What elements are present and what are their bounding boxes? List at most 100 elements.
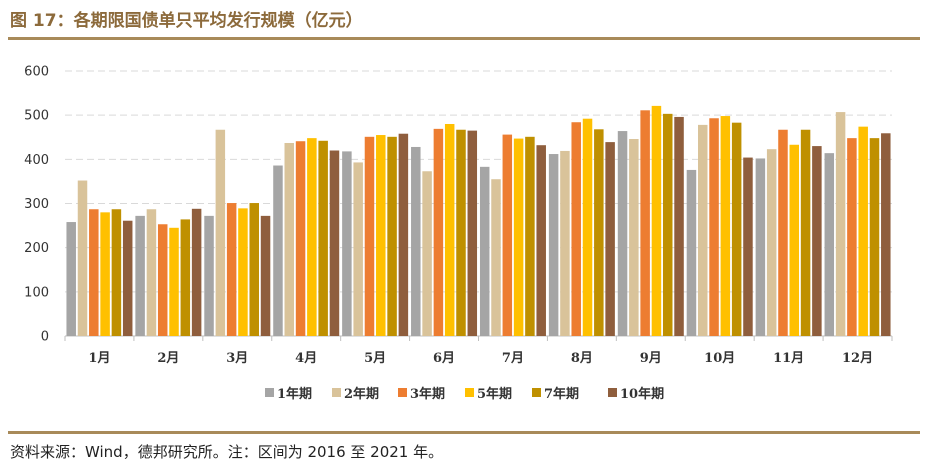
bar [111, 209, 122, 336]
y-tick-label: 300 [24, 197, 49, 212]
bar [467, 130, 478, 336]
y-tick-label: 100 [24, 285, 49, 300]
legend-swatch [265, 388, 274, 397]
bar [226, 203, 237, 336]
bar [191, 208, 202, 336]
bar [571, 122, 581, 336]
bar [640, 110, 650, 336]
y-tick-label: 500 [24, 109, 49, 124]
bar [869, 138, 880, 336]
bar-chart: 0 100 200 300 400 500 600 1月 2月 3月 4月 5月 6月 7月 8月 9月 10月… [24, 65, 893, 402]
source-note: 资料来源：Wind，德邦研究所。注：区间为 2016 至 2021 年。 [10, 443, 444, 461]
bar [502, 134, 513, 336]
bar [180, 219, 191, 336]
x-tick-label: 9月 [640, 351, 662, 366]
y-tick-label: 200 [24, 241, 49, 256]
x-tick-label: 7月 [502, 351, 524, 366]
bar [398, 133, 409, 336]
bar [77, 180, 88, 336]
legend-label: 10年期 [620, 386, 664, 402]
bar [376, 135, 386, 336]
bar [146, 209, 157, 336]
bar [812, 146, 822, 336]
bar [260, 215, 271, 336]
bar [122, 220, 133, 336]
x-tick-label: 4月 [295, 351, 317, 366]
bar [433, 128, 444, 336]
bar [651, 105, 662, 337]
bar [709, 118, 719, 336]
bar [295, 141, 306, 336]
bar [387, 136, 397, 336]
bar [135, 215, 145, 336]
legend-label: 1年期 [277, 386, 312, 402]
legend-label: 2年期 [344, 386, 379, 402]
bar [881, 133, 891, 336]
x-tick-label: 12月 [842, 351, 873, 366]
bar [525, 136, 535, 336]
legend-swatch [608, 388, 617, 397]
bar [698, 124, 708, 336]
bar [617, 131, 628, 336]
legend-swatch [332, 388, 341, 397]
bar [307, 138, 317, 336]
bar [800, 129, 811, 336]
legend-label: 3年期 [410, 386, 445, 402]
bar [169, 227, 179, 336]
bar [560, 150, 570, 336]
bar [422, 171, 432, 336]
bar [536, 145, 546, 336]
bar [847, 138, 857, 336]
bar [491, 179, 501, 336]
bar [66, 222, 76, 336]
bar [766, 149, 777, 336]
x-tick-label: 1月 [88, 351, 110, 366]
x-tick-label: 5月 [364, 351, 386, 366]
bar [731, 122, 742, 336]
legend-swatch [465, 388, 474, 397]
x-tick-label: 6月 [433, 351, 455, 366]
bar [479, 166, 490, 336]
bar [605, 142, 615, 336]
bar [548, 154, 559, 336]
x-tick-label: 3月 [226, 351, 248, 366]
bar [835, 112, 846, 336]
bar [353, 162, 363, 336]
bar [249, 203, 259, 336]
bar [411, 146, 421, 336]
bar [329, 150, 340, 336]
bar [789, 144, 800, 336]
bar [674, 116, 684, 336]
x-tick-label: 2月 [157, 351, 179, 366]
bar [755, 158, 766, 336]
bar [318, 140, 328, 336]
bar [594, 129, 604, 336]
footer-rule [8, 431, 920, 434]
bar [513, 138, 524, 336]
y-tick-label: 400 [24, 153, 49, 168]
bar [456, 129, 466, 336]
x-tick-label: 8月 [571, 351, 593, 366]
legend-swatch [398, 388, 407, 397]
chart-title: 图 17：各期限国债单只平均发行规模（亿元） [10, 11, 363, 31]
x-tick-label: 11月 [773, 351, 804, 366]
bar [824, 153, 835, 336]
title-rule [8, 37, 920, 40]
bar [238, 208, 248, 336]
bar [157, 224, 168, 336]
bar [720, 116, 731, 336]
bar [686, 169, 697, 336]
bar [743, 157, 753, 336]
bar [89, 209, 99, 336]
bar [204, 215, 214, 336]
bar [342, 151, 352, 336]
bar [273, 165, 283, 336]
bar [444, 124, 455, 336]
bar [778, 129, 788, 336]
legend-label: 5年期 [477, 386, 512, 402]
legend-label: 7年期 [544, 386, 579, 402]
bar [629, 139, 639, 336]
bar [364, 136, 375, 336]
bar [858, 126, 868, 337]
bar [100, 212, 110, 336]
